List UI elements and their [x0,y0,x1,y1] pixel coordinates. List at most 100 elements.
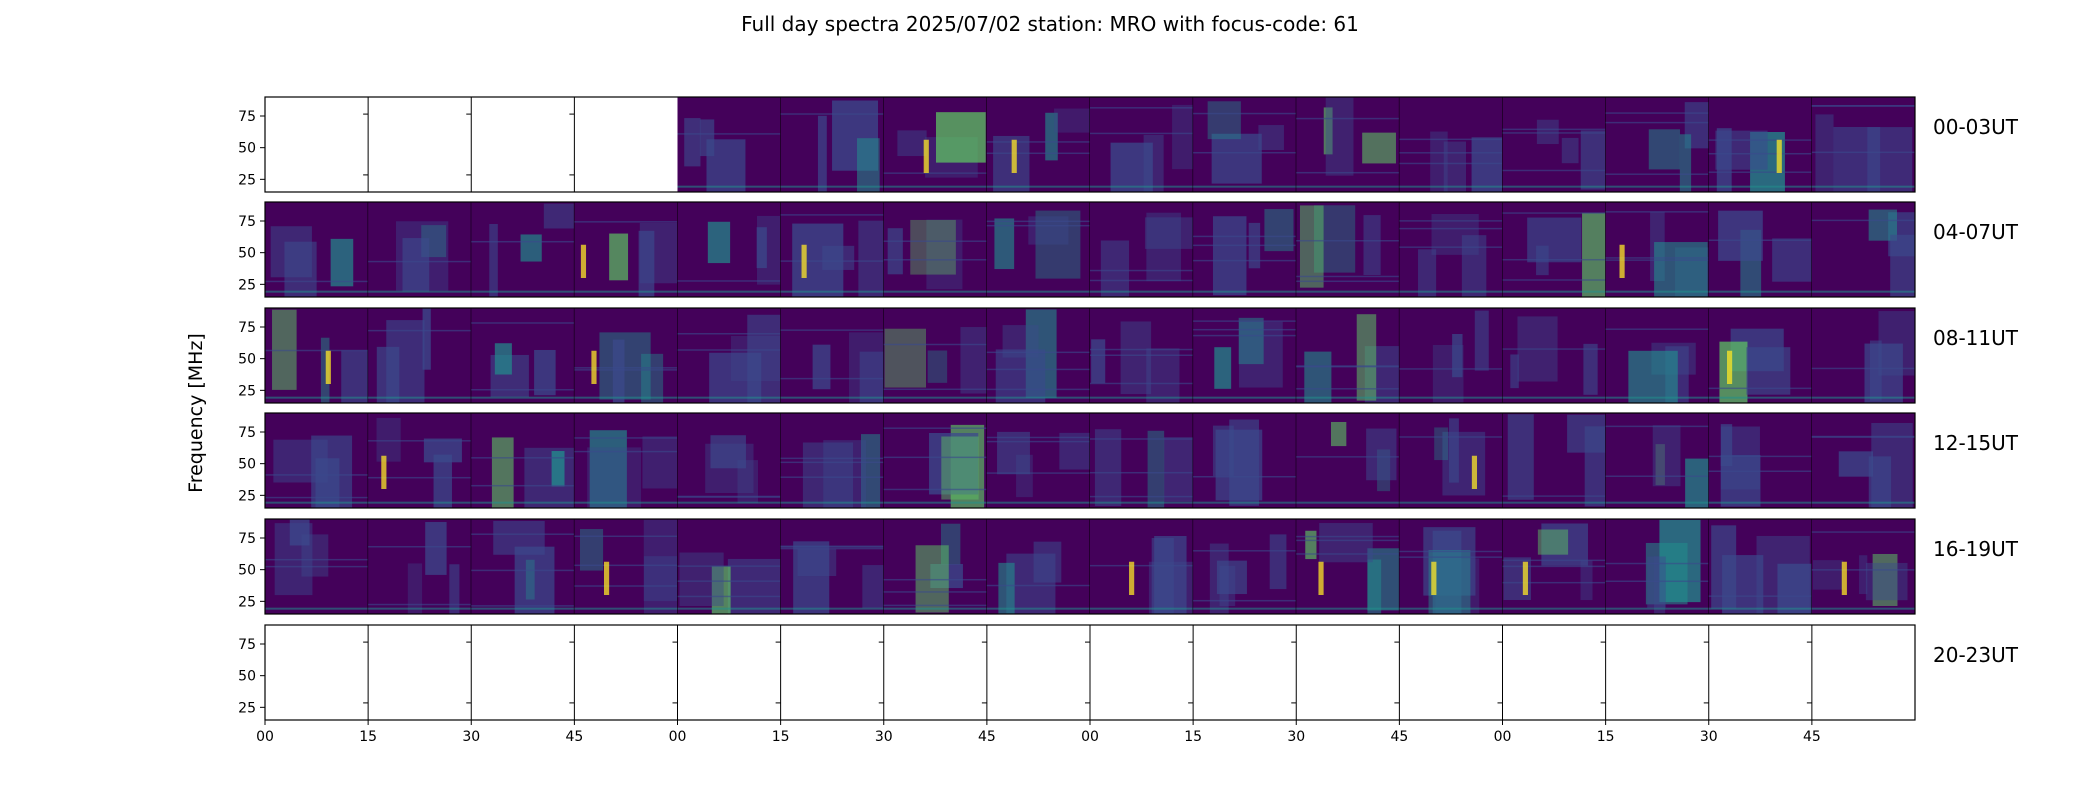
emission-band [1652,425,1681,487]
emission-band [525,559,535,600]
noise-floor-line [1502,396,1606,399]
emission-band [320,337,330,403]
rfi-line [368,329,472,332]
rfi-line [1296,365,1400,368]
spectrum-panel [986,308,1091,403]
emission-band [1838,451,1874,477]
emission-band [910,219,956,275]
emission-band [642,436,678,489]
spectrum-panel [1708,202,1813,297]
spectrum-panel [1090,413,1194,508]
rfi-line [1708,239,1812,242]
emission-band [609,233,629,281]
rfi-line [1708,595,1812,597]
burst-mark [325,350,331,384]
spectrum-panel [1502,308,1607,403]
emission-band [1432,344,1464,403]
emission-band [1865,562,1908,601]
rfi-line [780,476,884,478]
noise-floor-line [677,396,781,399]
noise-floor-line [1399,396,1503,399]
noise-floor-line [1090,501,1194,504]
burst-mark [591,350,597,384]
emission-band [587,447,641,508]
rfi-line [1090,348,1194,351]
emission-band [1442,431,1486,496]
noise-floor-line [986,607,1090,610]
rfi-line [471,569,575,572]
noise-floor-line [1708,185,1812,188]
spectrum-panel [883,519,988,614]
y-tick-label: 25 [238,172,256,188]
rfi-line [1399,152,1503,154]
emission-band [1537,529,1569,555]
rfi-line [780,214,884,216]
noise-floor-line [986,290,1090,293]
rfi-line [986,152,1090,155]
panel-row: 25 50 75 04-07UT [238,201,2019,298]
rfi-line [1605,328,1709,330]
spectrum-panel [1296,519,1400,614]
emission-band [1151,538,1174,614]
emission-band [1212,425,1234,477]
emission-band [862,565,884,609]
rfi-line [883,240,987,242]
emission-band [1269,534,1287,590]
emission-band [994,218,1015,270]
emission-band [1209,543,1229,614]
emission-band [1363,215,1381,276]
emission-band [433,454,452,508]
rfi-line [1399,246,1503,248]
noise-floor-line [1811,396,1915,399]
rfi-line [986,220,1090,223]
emission-band [730,335,781,382]
y-tick-label: 25 [238,383,256,399]
emission-band [493,520,545,555]
rfi-line [1296,171,1400,174]
rfi-line [1811,436,1915,438]
emission-band [792,223,844,297]
spectrum-panel [1708,308,1813,403]
emission-band [534,349,556,396]
noise-floor-line [1811,607,1915,610]
noise-floor-line [1399,290,1503,293]
spectrum-panel [265,308,369,403]
noise-floor-line [883,290,987,293]
spectrum-panel [574,308,678,403]
rfi-line [780,329,884,331]
emission-band [1859,555,1868,595]
emission-band [1216,560,1247,595]
burst-mark [1011,139,1017,173]
rfi-line [1296,539,1400,542]
rfi-line [574,585,678,587]
emission-band [1211,133,1262,184]
emission-band [1561,137,1579,164]
emission-band [887,228,903,275]
emission-band [1461,235,1487,297]
emission-band [709,352,762,403]
emission-band [491,437,514,508]
emission-band [1304,351,1332,403]
y-tick-label: 75 [238,214,256,230]
rfi-line [883,343,987,346]
rfi-line [471,605,575,607]
emission-band [1212,216,1247,296]
spectrum-panel [368,202,472,297]
y-tick-label: 75 [238,531,256,547]
rfi-line [265,280,369,283]
noise-floor-line [1090,185,1194,188]
noise-floor-line [1296,607,1400,610]
row-frame [264,412,1916,509]
rfi-line [1502,169,1606,172]
rfi-line [1605,173,1709,175]
spectrum-panel [1708,413,1813,508]
rfi-line [1502,565,1606,568]
rfi-line [1502,495,1606,497]
noise-floor-line [1605,396,1709,399]
emission-band [1091,339,1106,384]
spectrum-panel [471,308,575,403]
spectrum-panel [1090,519,1194,614]
burst-mark [1727,350,1733,384]
noise-floor-line [471,396,575,399]
emission-band [1356,314,1377,401]
